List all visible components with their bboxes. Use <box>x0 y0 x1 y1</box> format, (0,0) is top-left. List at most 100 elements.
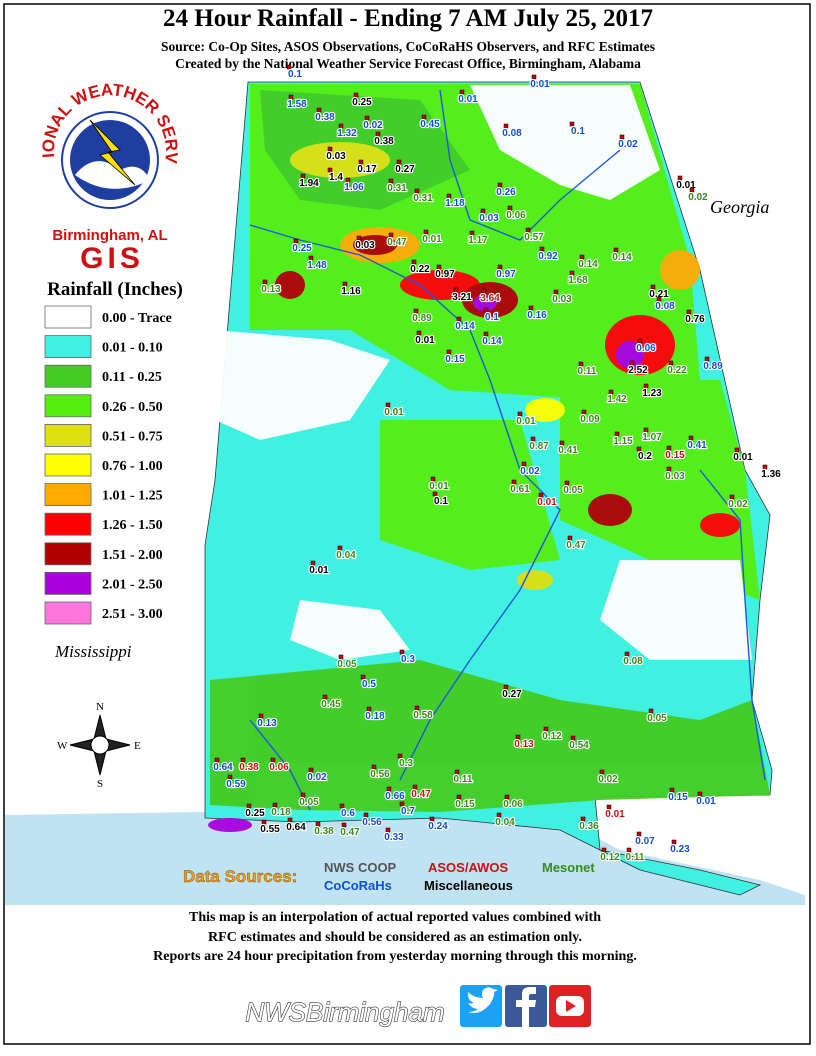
station-marker <box>762 464 768 470</box>
disclaimer: Reports are 24 hour precipitation from y… <box>153 949 637 964</box>
station-reading: 0.15 <box>445 354 465 365</box>
data-source: ASOS/AWOS <box>428 860 509 875</box>
rain-cell <box>353 235 397 255</box>
station-reading: 0.17 <box>357 164 377 175</box>
station-reading: 0.31 <box>413 193 433 204</box>
rain-cell <box>275 271 305 299</box>
station-marker <box>650 284 656 290</box>
station-marker <box>454 769 460 775</box>
station-reading: 0.24 <box>428 821 448 832</box>
station-reading: 0.25 <box>292 243 312 254</box>
data-source: Miscellaneous <box>424 878 513 893</box>
title: 24 Hour Rainfall - Ending 7 AM July 25, … <box>163 5 653 32</box>
station-reading: 2.52 <box>628 365 648 376</box>
footer-handle: NWSBirmingham <box>245 997 444 1027</box>
legend-label: 1.26 - 1.50 <box>102 518 163 533</box>
station-marker <box>453 287 459 293</box>
station-marker <box>669 787 675 793</box>
station-marker <box>456 794 462 800</box>
station-marker <box>578 361 584 367</box>
station-marker <box>515 734 521 740</box>
station-reading: 0.02 <box>598 774 618 785</box>
station-marker <box>497 264 503 270</box>
station-marker <box>666 466 672 472</box>
station-reading: 1.58 <box>287 99 307 110</box>
compass-center <box>90 735 110 755</box>
station-reading: 0.2 <box>638 451 652 462</box>
station-marker <box>511 479 517 485</box>
station-reading: 0.27 <box>502 689 522 700</box>
legend-swatch <box>44 364 92 388</box>
station-marker <box>411 259 417 265</box>
station-reading: 0.57 <box>524 232 544 243</box>
station-marker <box>483 331 489 337</box>
station-reading: 0.03 <box>326 151 346 162</box>
subtitle: Source: Co-Op Sites, ASOS Observations, … <box>161 39 655 54</box>
data-source: Mesonet <box>542 860 595 875</box>
station-marker <box>483 307 489 313</box>
dry-area <box>600 560 752 660</box>
legend-label: 2.51 - 3.00 <box>102 607 163 622</box>
station-marker <box>337 545 343 551</box>
station-marker <box>606 804 612 810</box>
station-reading: 0.18 <box>271 807 291 818</box>
station-marker <box>272 802 278 808</box>
station-marker <box>553 289 559 295</box>
station-marker <box>643 383 649 389</box>
legend-label: 1.51 - 2.00 <box>102 548 163 563</box>
station-marker <box>262 279 268 285</box>
rain-field <box>560 380 760 600</box>
station-marker <box>446 193 452 199</box>
station-reading: 0.01 <box>429 481 449 492</box>
station-marker <box>507 205 513 211</box>
compass-letter: W <box>57 740 68 752</box>
station-marker <box>614 431 620 437</box>
station-marker <box>261 819 267 825</box>
station-reading: 0.01 <box>384 407 404 418</box>
rain-cell <box>616 341 644 369</box>
station-reading: 1.94 <box>299 178 319 189</box>
station-reading: 0.21 <box>649 289 669 300</box>
station-reading: 0.05 <box>563 485 583 496</box>
twitter-bird <box>467 987 498 1013</box>
station-reading: 0.56 <box>370 769 390 780</box>
station-reading: 0.18 <box>365 711 385 722</box>
station-reading: 0.45 <box>420 119 440 130</box>
station-reading: 0.38 <box>374 136 394 147</box>
station-marker <box>399 801 405 807</box>
station-reading: 0.15 <box>668 792 688 803</box>
compass-letter: E <box>134 740 141 752</box>
station-marker <box>423 229 429 235</box>
station-reading: 0.03 <box>355 240 375 251</box>
logo-office: Birmingham, AL <box>52 227 167 244</box>
station-reading: 0.12 <box>542 731 562 742</box>
station-reading: 0.22 <box>410 264 430 275</box>
station-reading: 0.22 <box>667 365 687 376</box>
station-reading: 0.1 <box>288 69 302 80</box>
station-marker <box>338 654 344 660</box>
station-marker <box>624 651 630 657</box>
station-marker <box>413 308 419 314</box>
legend-swatch <box>44 453 92 477</box>
legend-label: 0.00 - Trace <box>102 311 172 326</box>
station-reading: 0.87 <box>529 441 549 452</box>
station-reading: 0.01 <box>309 565 329 576</box>
station-reading: 1.16 <box>341 286 361 297</box>
station-marker <box>338 123 344 129</box>
station-marker <box>412 784 418 790</box>
station-reading: 0.26 <box>496 187 516 198</box>
station-marker <box>429 816 435 822</box>
station-reading: 0.06 <box>269 762 289 773</box>
station-reading: 0.03 <box>479 213 499 224</box>
station-reading: 0.01 <box>733 452 753 463</box>
station-marker <box>310 560 316 566</box>
station-marker <box>446 349 452 355</box>
station-marker <box>619 134 625 140</box>
rain-cell <box>208 818 252 832</box>
station-marker <box>286 64 292 70</box>
station-marker <box>315 821 321 827</box>
station-reading: 0.64 <box>286 822 306 833</box>
station-reading: 0.13 <box>257 718 277 729</box>
station-reading: 0.41 <box>687 440 707 451</box>
station-reading: 1.07 <box>642 432 662 443</box>
